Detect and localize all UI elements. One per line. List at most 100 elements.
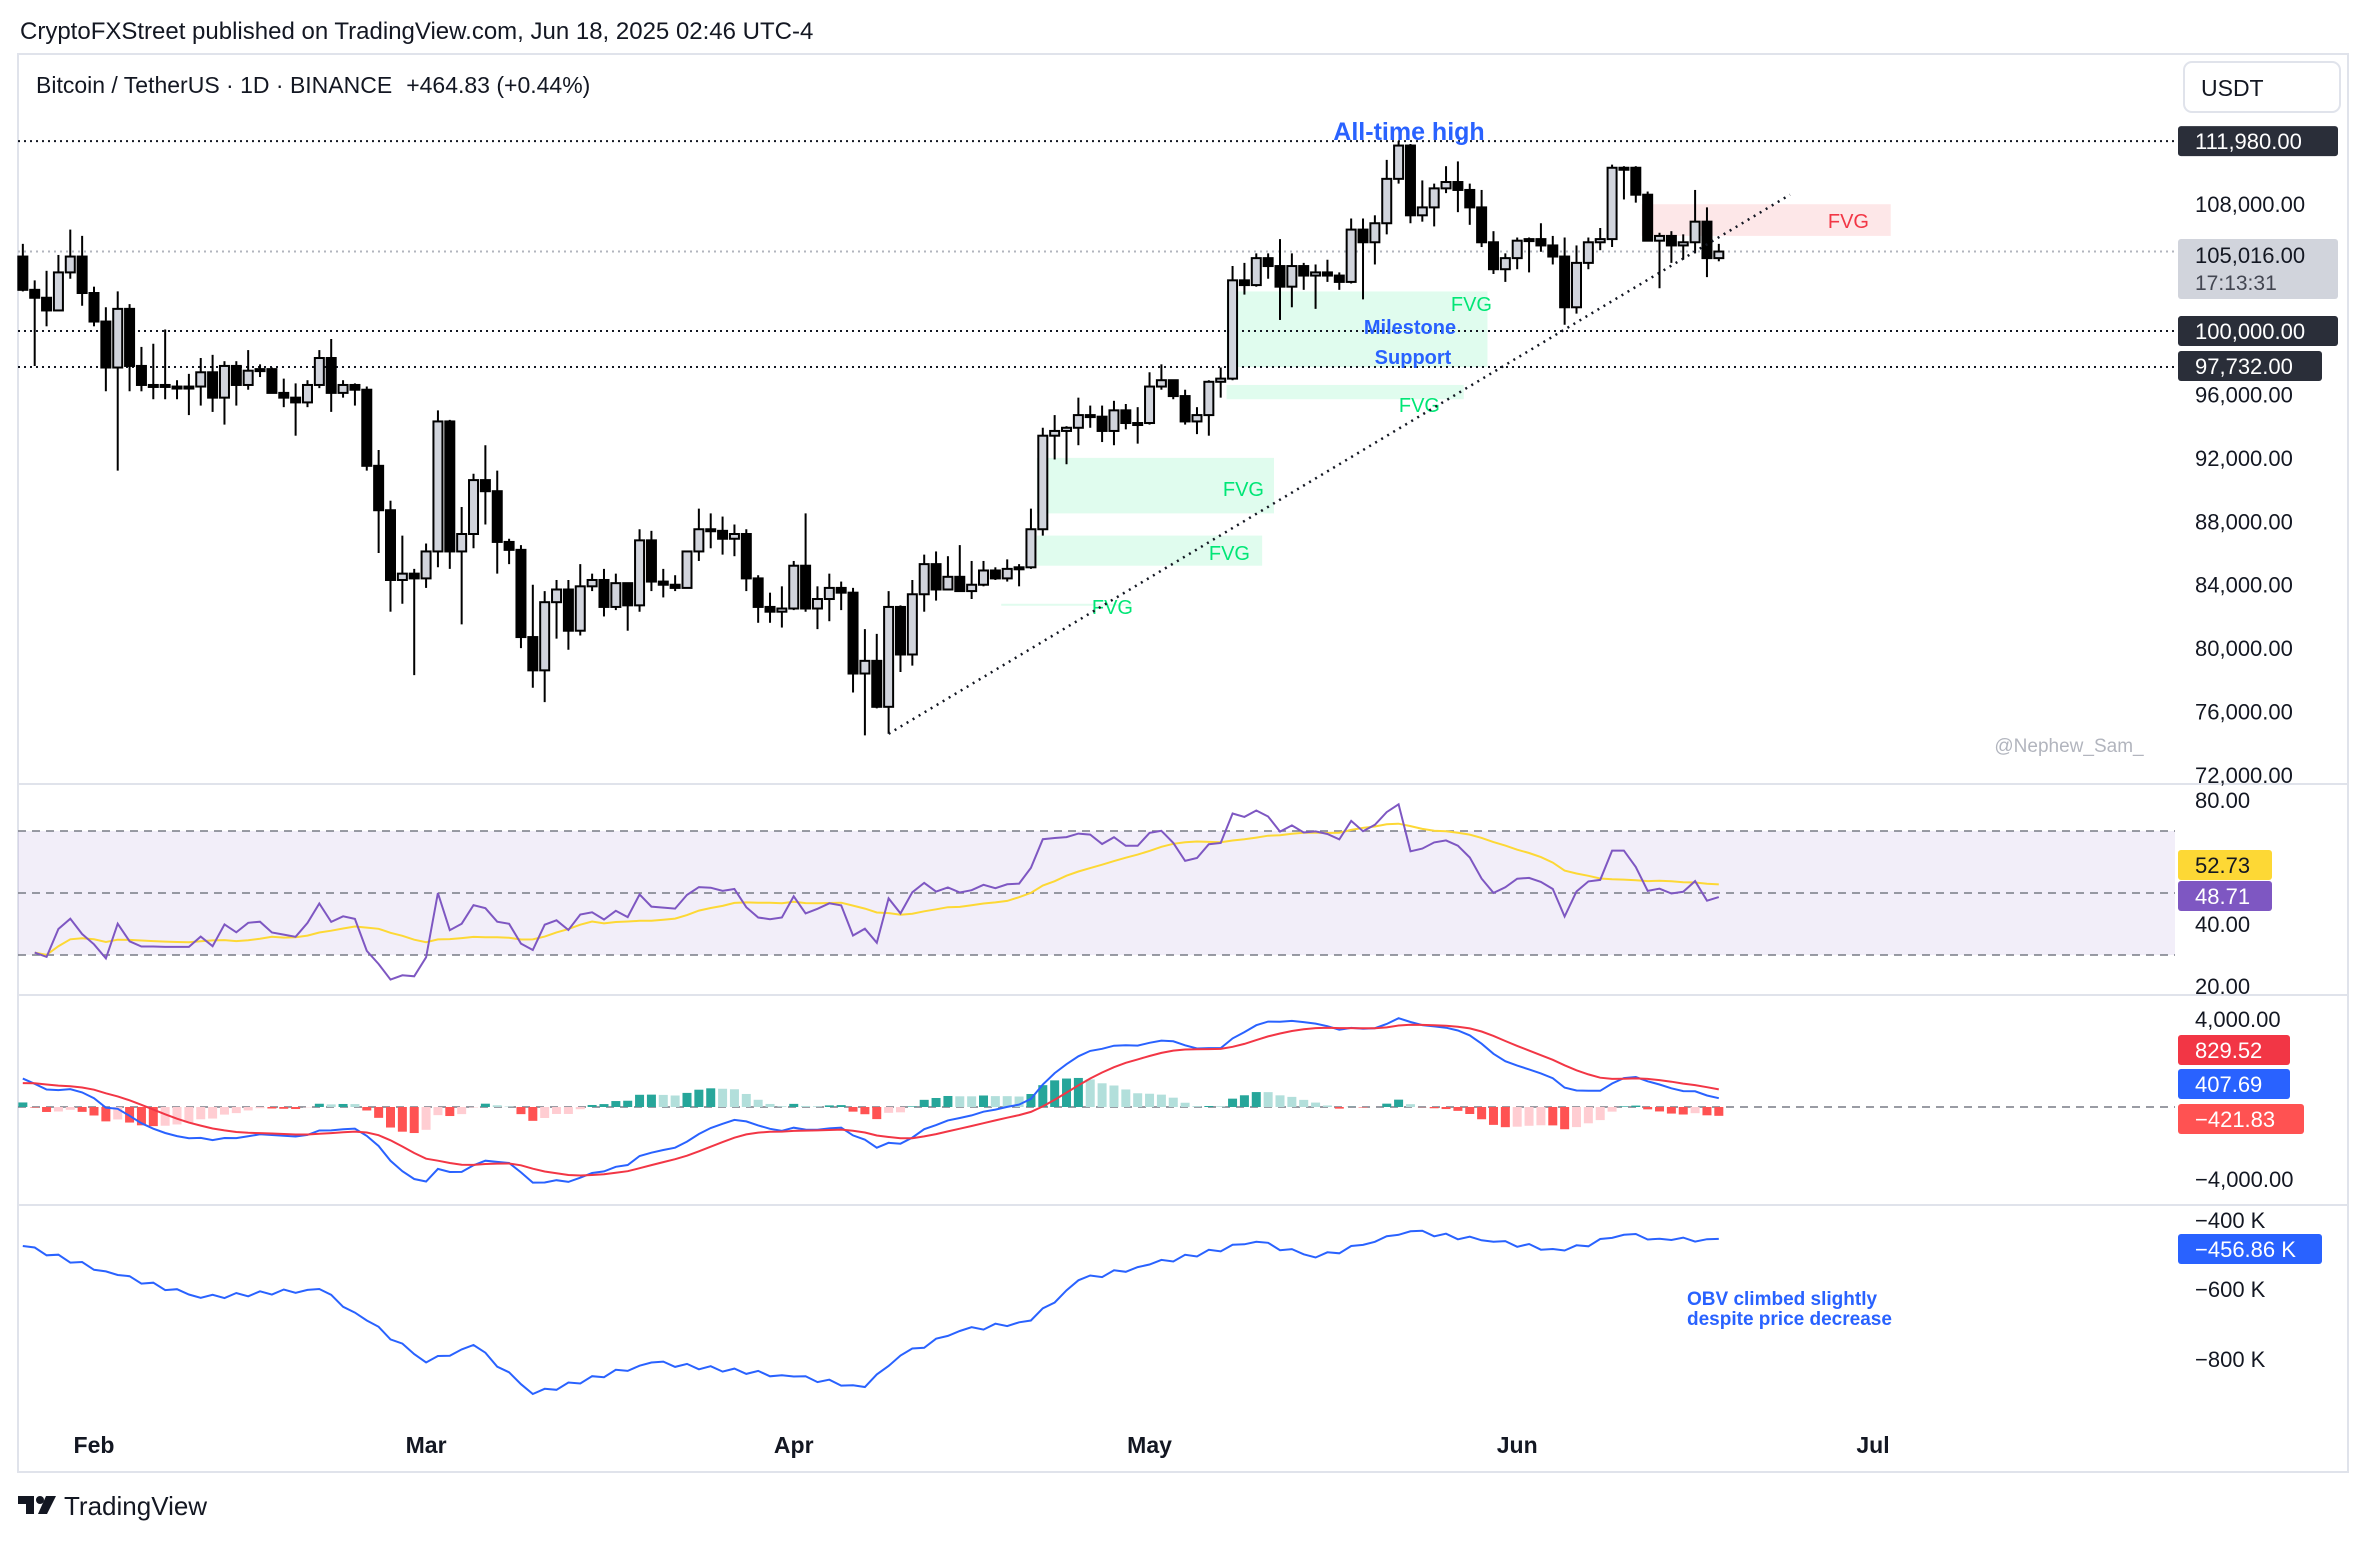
candle-up: [1132, 422, 1144, 427]
macd-histogram-bar: [1228, 1098, 1238, 1107]
macd-histogram-bar: [1690, 1107, 1700, 1114]
fvg-label: FVG: [1223, 479, 1264, 501]
candle-down: [373, 464, 385, 512]
candle-up: [942, 575, 954, 591]
macd-histogram-bar: [1572, 1107, 1581, 1128]
trendline[interactable]: [887, 193, 1791, 735]
candle-down: [1464, 188, 1476, 209]
candle-up: [254, 368, 266, 373]
fvg-label: FVG: [1209, 543, 1250, 565]
candle-up: [978, 569, 989, 586]
symbol-title: Bitcoin / TetherUS · 1D · BINANCE: [36, 72, 392, 98]
macd-histogram-bar: [1702, 1107, 1712, 1116]
macd-histogram-bar: [350, 1104, 360, 1107]
candle-down: [622, 582, 634, 607]
macd-histogram-bar: [1678, 1107, 1688, 1115]
candle-up: [728, 533, 740, 540]
macd-histogram-bar: [919, 1099, 929, 1107]
macd-histogram-bar: [362, 1107, 372, 1111]
currency-label[interactable]: USDT: [2201, 75, 2264, 101]
candle-down: [645, 539, 657, 583]
macd-histogram-bar: [1145, 1093, 1155, 1107]
macd-histogram-bar: [386, 1107, 395, 1128]
price-label-milestone: 100,000.00: [2195, 319, 2305, 344]
candle-up: [420, 550, 432, 580]
fvg-label: FVG: [1828, 211, 1869, 233]
candle-up: [468, 479, 480, 536]
rsi-pane: 80.00 40.00 20.00 52.73 48.71: [18, 788, 2272, 999]
candle-up: [586, 578, 598, 588]
macd-histogram-bar: [160, 1107, 170, 1126]
currency-button[interactable]: USDT: [2183, 61, 2341, 113]
rsi-tick: 80.00: [2195, 788, 2250, 813]
macd-histogram-bar: [1394, 1099, 1404, 1107]
tradingview-brand: TradingView: [64, 1491, 207, 1521]
candle-down: [1321, 271, 1333, 277]
candle-up: [693, 528, 705, 553]
macd-histogram-bar: [979, 1095, 988, 1107]
macd-histogram-bar: [789, 1103, 799, 1107]
candle-up: [1440, 181, 1452, 190]
tradingview-logo[interactable]: TradingView: [18, 1491, 207, 1521]
tradingview-logo-icon: [18, 1496, 56, 1514]
candle-down: [444, 420, 456, 553]
macd-histogram-bar: [1524, 1107, 1534, 1126]
macd-histogram-bar: [77, 1107, 87, 1112]
macd-histogram-bar: [291, 1107, 301, 1110]
candle-down: [1476, 206, 1488, 244]
macd-histogram-bar: [1488, 1107, 1498, 1125]
macd-histogram-bar: [433, 1107, 443, 1116]
candle-up: [1511, 239, 1523, 260]
macd-histogram-bar: [552, 1107, 562, 1114]
trendline-dotted: [887, 193, 1791, 735]
candle-up: [1571, 261, 1582, 309]
macd-histogram-value: −421.83: [2195, 1107, 2275, 1132]
candle-down: [657, 580, 669, 586]
macd-histogram-bar: [1251, 1092, 1261, 1107]
macd-histogram-bar: [646, 1094, 656, 1107]
candle-down: [1298, 265, 1310, 277]
candle-down: [1547, 244, 1559, 258]
candlestick-series: [17, 141, 1725, 736]
obv-tick: −400 K: [2195, 1208, 2266, 1233]
candle-down: [17, 255, 29, 291]
symbol-legend: Bitcoin / TetherUS · 1D · BINANCE +464.83…: [36, 72, 590, 98]
time-tick-jun: Jun: [1497, 1432, 1538, 1458]
macd-histogram-bar: [1453, 1107, 1463, 1111]
candle-down: [88, 292, 100, 323]
candle-down: [408, 572, 420, 580]
currency-button-frame[interactable]: [2183, 61, 2341, 113]
macd-macd-value-box: [2178, 1069, 2290, 1099]
macd-histogram-bar: [1405, 1104, 1415, 1107]
price-tick: 88,000.00: [2195, 509, 2293, 534]
candle-down: [954, 575, 966, 593]
candle-up: [147, 383, 159, 388]
time-axis[interactable]: Feb Mar Apr May Jun Jul: [74, 1432, 1890, 1458]
macd-histogram-bar: [836, 1105, 846, 1107]
candle-up: [1155, 379, 1167, 388]
published-caption: CryptoFXStreet published on TradingView.…: [20, 18, 813, 45]
macd-histogram-bar: [824, 1105, 834, 1107]
candle-up: [551, 588, 563, 604]
candle-up: [1606, 166, 1618, 241]
price-axis[interactable]: 108,000.00 96,000.00 92,000.00 88,000.00 84,…: [2178, 126, 2338, 788]
candle-up: [918, 563, 930, 596]
macd-histogram-bar: [42, 1107, 52, 1112]
macd-histogram-bar: [1121, 1089, 1131, 1107]
candle-up: [1677, 241, 1689, 247]
macd-histogram-bar: [1607, 1107, 1617, 1112]
price-change: +464.83 (+0.44%): [406, 72, 590, 98]
macd-histogram-bar: [480, 1103, 490, 1107]
macd-histogram-bar: [409, 1107, 419, 1134]
candle-up: [1013, 566, 1025, 571]
candle-down: [1487, 241, 1499, 271]
macd-histogram-bar: [777, 1106, 787, 1107]
macd-histogram-bar: [860, 1107, 870, 1115]
candle-down: [1559, 255, 1571, 309]
candle-down: [41, 296, 53, 312]
candle-down: [503, 540, 515, 551]
price-label-milestone-box: [2178, 316, 2338, 347]
macd-histogram-bar: [801, 1105, 811, 1107]
macd-histogram-bar: [1322, 1105, 1332, 1107]
